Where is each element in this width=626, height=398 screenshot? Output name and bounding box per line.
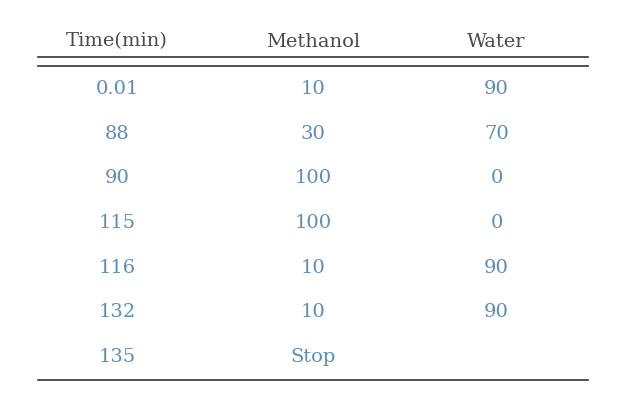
Text: 0: 0 (490, 214, 503, 232)
Text: 116: 116 (98, 259, 136, 277)
Text: 90: 90 (484, 80, 509, 98)
Text: 0: 0 (490, 169, 503, 187)
Text: 90: 90 (484, 259, 509, 277)
Text: 88: 88 (105, 125, 130, 142)
Text: Water: Water (468, 33, 526, 51)
Text: 115: 115 (98, 214, 136, 232)
Text: 70: 70 (485, 125, 509, 142)
Text: 135: 135 (98, 348, 136, 366)
Text: 30: 30 (300, 125, 326, 142)
Text: 90: 90 (105, 169, 130, 187)
Text: 90: 90 (484, 303, 509, 322)
Text: 10: 10 (300, 303, 326, 322)
Text: 0.01: 0.01 (95, 80, 139, 98)
Text: 10: 10 (300, 80, 326, 98)
Text: 100: 100 (294, 214, 332, 232)
Text: Stop: Stop (290, 348, 336, 366)
Text: 132: 132 (98, 303, 136, 322)
Text: Methanol: Methanol (266, 33, 360, 51)
Text: 10: 10 (300, 259, 326, 277)
Text: Time(min): Time(min) (66, 33, 168, 51)
Text: 100: 100 (294, 169, 332, 187)
